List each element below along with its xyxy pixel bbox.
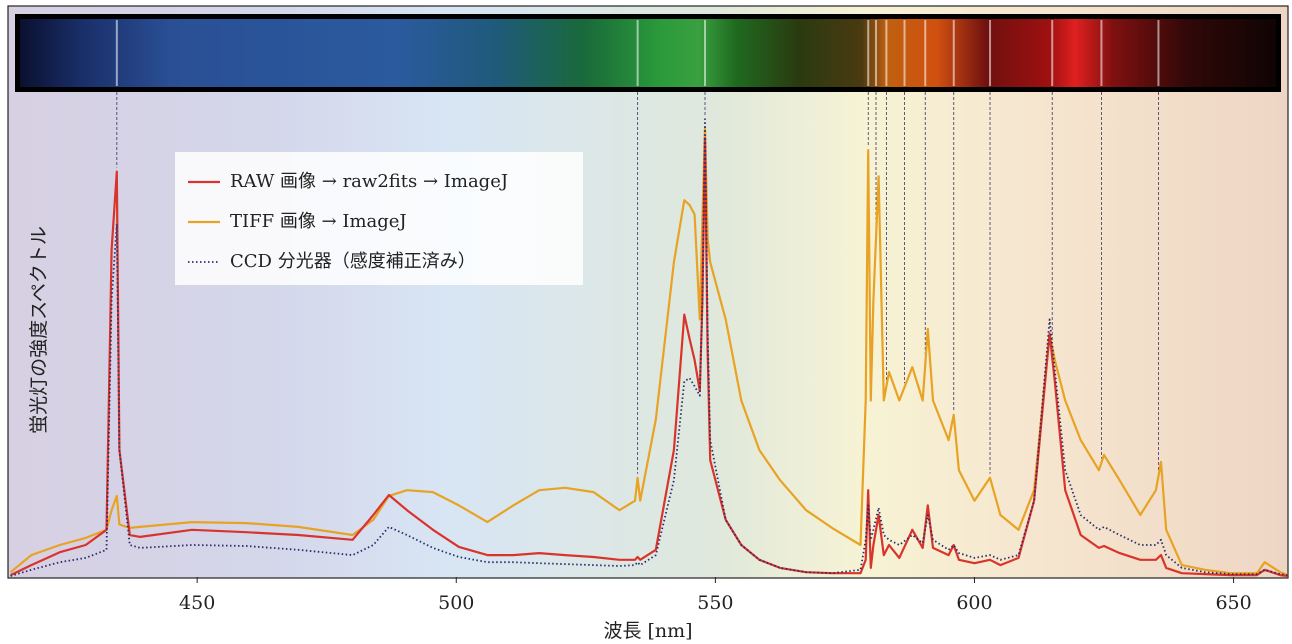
- x-tick-label: 450: [179, 592, 215, 614]
- chart: RAW 画像 → raw2fits → ImageJ TIFF 画像 → Imag…: [0, 0, 1292, 644]
- legend: RAW 画像 → raw2fits → ImageJ TIFF 画像 → Imag…: [175, 152, 583, 285]
- spectrum-image: [20, 19, 1276, 87]
- x-axis-label: 波長 [nm]: [603, 620, 692, 642]
- x-tick-label: 650: [1215, 592, 1251, 614]
- legend-label: TIFF 画像 → ImageJ: [230, 211, 407, 232]
- y-axis-label: 蛍光灯の強度スペクトル: [28, 226, 50, 434]
- legend-label: CCD 分光器（感度補正済み）: [230, 251, 476, 272]
- x-tick-label: 500: [438, 592, 474, 614]
- x-tick-label: 550: [697, 592, 733, 614]
- legend-label: RAW 画像 → raw2fits → ImageJ: [230, 171, 508, 192]
- x-tick-label: 600: [956, 592, 992, 614]
